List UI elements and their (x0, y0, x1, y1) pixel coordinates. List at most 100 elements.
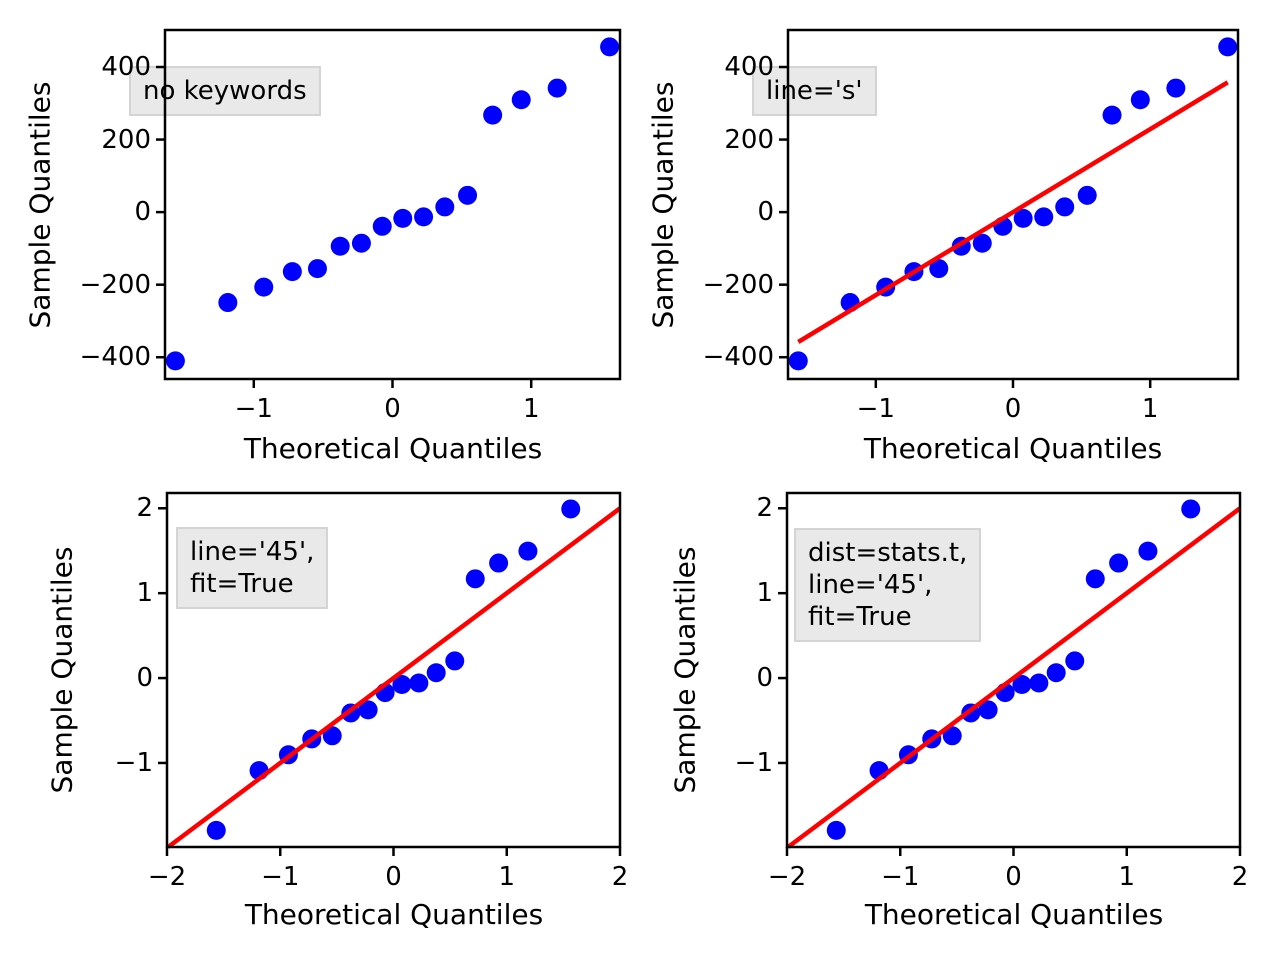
data-point (375, 683, 395, 703)
data-point (1218, 37, 1238, 57)
data-point (1055, 197, 1075, 217)
y-tick-label: −1 (734, 747, 773, 778)
data-point (869, 761, 889, 781)
data-point (282, 262, 302, 282)
ylabel-subplot2: Sample Quantiles (646, 81, 680, 329)
ylabel-subplot1: Sample Quantiles (23, 81, 57, 329)
xlabel-subplot4: Theoretical Quantiles (864, 898, 1164, 931)
xlabel-subplot3: Theoretical Quantiles (244, 898, 544, 931)
data-point (330, 236, 350, 256)
y-tick-label: −400 (79, 342, 151, 373)
x-tick-label: 0 (1005, 862, 1022, 892)
data-point (1046, 663, 1066, 683)
data-point (465, 569, 485, 589)
y-tick-label: −200 (702, 269, 774, 300)
data-point (547, 78, 567, 98)
y-tick-label: −1 (114, 747, 153, 778)
data-point (1065, 651, 1085, 671)
data-point (561, 499, 581, 519)
data-point (788, 351, 808, 371)
data-point (278, 745, 298, 765)
data-point (392, 675, 412, 695)
data-point (302, 729, 322, 749)
data-point (972, 233, 992, 253)
xlabel-subplot1: Theoretical Quantiles (243, 432, 543, 465)
data-point (826, 820, 846, 840)
x-tick-label: −2 (767, 862, 807, 892)
data-point (1181, 499, 1201, 519)
x-tick-label: 0 (385, 862, 402, 892)
x-tick-label: 1 (1141, 394, 1159, 424)
y-tick-label: 200 (101, 124, 151, 155)
data-point (929, 259, 949, 279)
data-point (518, 541, 538, 561)
x-tick-label: 0 (1004, 394, 1022, 424)
data-point (995, 683, 1015, 703)
qq-reference-line (797, 80, 1229, 344)
y-tick-label: 400 (724, 52, 774, 82)
data-point (1109, 553, 1129, 573)
y-tick-label: 2 (756, 493, 773, 524)
data-point (341, 703, 361, 723)
y-tick-label: −400 (702, 342, 774, 373)
xlabel-subplot2: Theoretical Quantiles (863, 432, 1163, 465)
y-tick-label: 2 (136, 493, 153, 524)
x-tick-label: −1 (261, 862, 300, 892)
data-point (922, 729, 942, 749)
y-tick-label: 0 (756, 663, 773, 694)
y-tick-label: 0 (757, 197, 774, 228)
ylabel-subplot3: Sample Quantiles (45, 546, 79, 794)
data-point (961, 703, 981, 723)
data-point (372, 216, 392, 236)
data-point (351, 233, 371, 253)
data-point (307, 259, 327, 279)
annotation-line-45-fit: line='45', fit=True (176, 527, 329, 609)
data-point (458, 185, 478, 205)
data-point (978, 700, 998, 720)
data-point (165, 351, 185, 371)
x-tick-label: 0 (384, 394, 401, 424)
data-point (1034, 207, 1054, 227)
data-point (1085, 569, 1105, 589)
data-point (942, 726, 962, 746)
y-tick-label: 0 (136, 663, 153, 694)
data-point (1077, 185, 1097, 205)
data-point (393, 208, 413, 228)
data-point (1029, 673, 1049, 693)
data-point (1130, 90, 1150, 110)
data-point (218, 293, 238, 313)
data-point (409, 673, 429, 693)
data-point (1138, 541, 1158, 561)
x-tick-label: 1 (522, 394, 540, 424)
data-point (1166, 78, 1186, 98)
data-point (1102, 105, 1122, 125)
x-tick-label: 1 (498, 862, 516, 892)
x-tick-label: −1 (856, 394, 895, 424)
x-tick-label: 1 (1118, 862, 1136, 892)
data-point (511, 90, 531, 110)
data-point (876, 277, 896, 297)
data-point (445, 651, 465, 671)
data-point (840, 293, 860, 313)
data-point (414, 207, 434, 227)
y-tick-label: 1 (756, 578, 773, 609)
data-point (426, 663, 446, 683)
data-point (1013, 208, 1033, 228)
annotation-no-keywords: no keywords (129, 66, 321, 116)
data-point (489, 553, 509, 573)
data-point (951, 236, 971, 256)
y-tick-label: 1 (136, 578, 153, 609)
y-tick-label: 400 (101, 52, 151, 82)
data-point (1012, 675, 1032, 695)
data-point (322, 726, 342, 746)
x-tick-label: −1 (234, 394, 273, 424)
y-tick-label: 0 (134, 197, 151, 228)
data-point (483, 105, 503, 125)
data-point (898, 745, 918, 765)
data-point (249, 761, 269, 781)
ylabel-subplot4: Sample Quantiles (668, 546, 702, 794)
data-point (993, 216, 1013, 236)
x-tick-label: −2 (147, 862, 187, 892)
